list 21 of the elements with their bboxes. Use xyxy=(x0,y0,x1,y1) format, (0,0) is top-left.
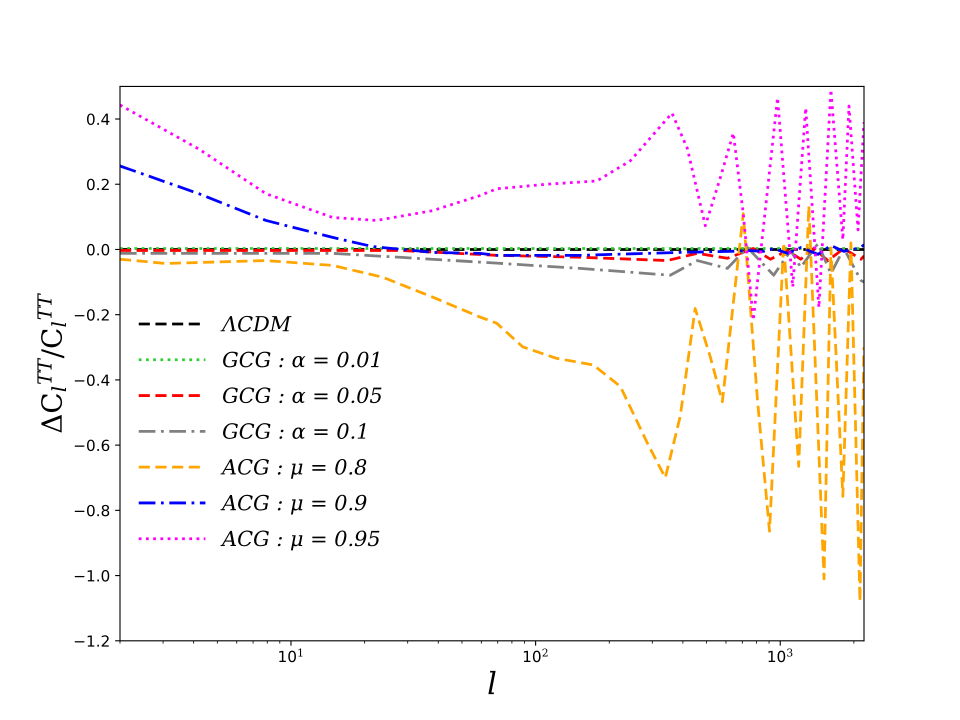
legend-label: GCG : α = 0.01 xyxy=(223,352,379,368)
y-tick-label: 0.0 xyxy=(86,244,110,256)
y-tick-label: −0.8 xyxy=(74,504,110,516)
x-tick-label: 10$^{2}$ xyxy=(524,648,548,662)
x-axis-title: l xyxy=(488,670,496,694)
y-tick-label: −1.2 xyxy=(74,635,109,647)
legend-label: ΛCDM xyxy=(220,316,292,332)
y-tick-label: −0.4 xyxy=(74,374,110,386)
y-tick-label: −0.6 xyxy=(74,440,110,452)
x-tick-label: 10$^{3}$ xyxy=(768,648,792,662)
legend-label: ACG : μ = 0.9 xyxy=(220,494,366,515)
y-tick-label: 0.2 xyxy=(86,178,109,190)
y-tick-label: −1.0 xyxy=(74,570,110,582)
y-axis-title: ΔC$_{l}$$^{TT}$/C$_{l}$$^{TT}$ xyxy=(37,293,66,433)
legend-label: GCG : α = 0.05 xyxy=(223,387,382,404)
y-tick-label: −0.2 xyxy=(74,309,109,321)
legend-label: ACG : μ = 0.95 xyxy=(220,530,380,550)
legend-label: GCG : α = 0.1 xyxy=(223,423,366,439)
y-tick-label: 0.4 xyxy=(86,113,110,126)
x-tick-label: 10$^{1}$ xyxy=(279,648,302,662)
legend-label: ACG : μ = 0.8 xyxy=(220,458,366,479)
